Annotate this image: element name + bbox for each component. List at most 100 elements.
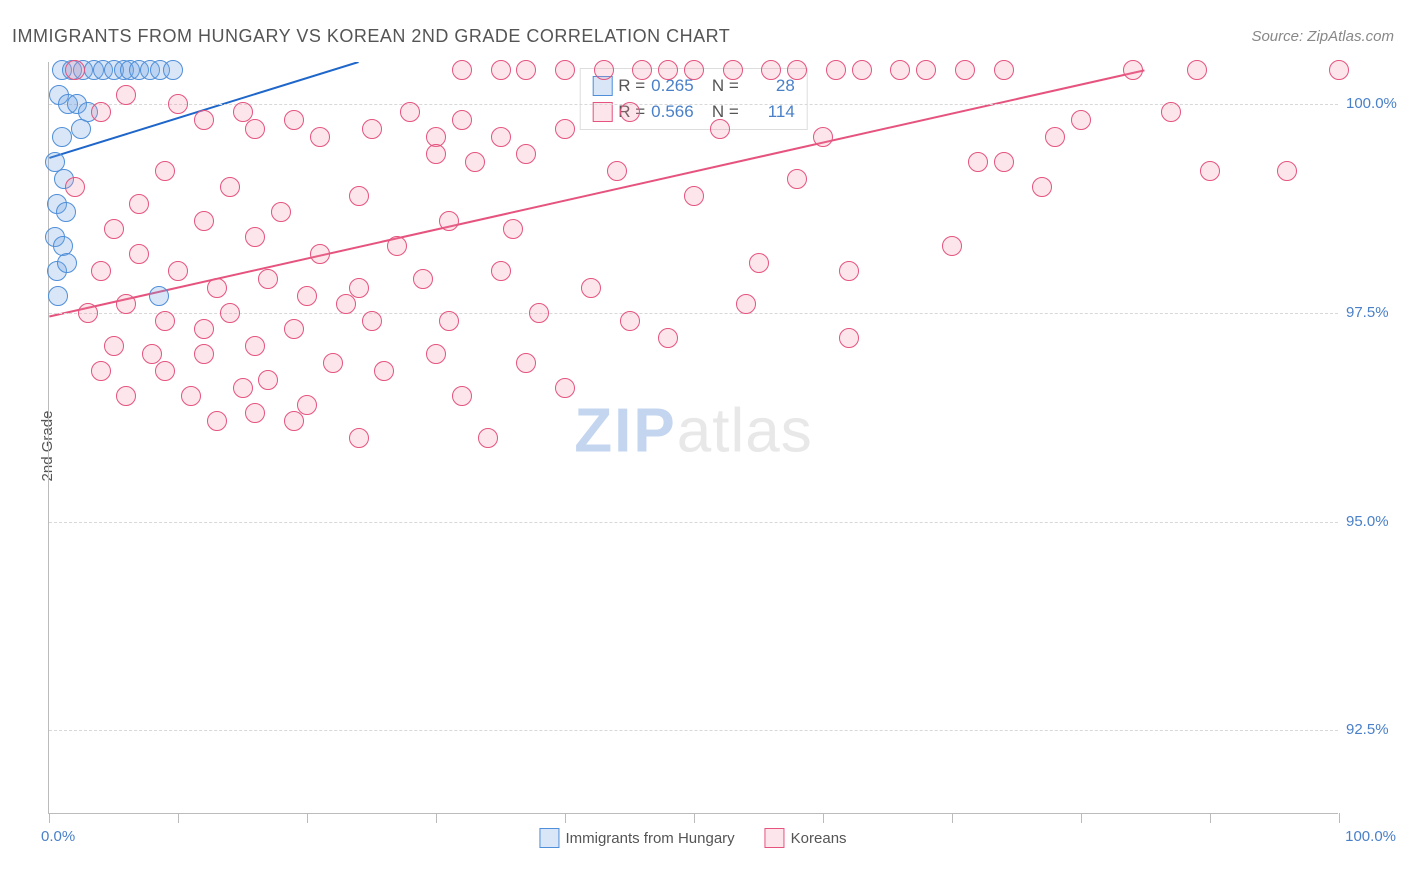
data-point	[149, 286, 169, 306]
data-point	[362, 119, 382, 139]
data-point	[362, 311, 382, 331]
xlim-min-label: 0.0%	[41, 828, 75, 845]
data-point	[413, 269, 433, 289]
data-point	[491, 127, 511, 147]
ytick-label: 92.5%	[1346, 721, 1402, 738]
data-point	[426, 344, 446, 364]
data-point	[349, 186, 369, 206]
xtick	[694, 813, 695, 823]
data-point	[529, 303, 549, 323]
data-point	[48, 286, 68, 306]
data-point	[749, 253, 769, 273]
data-point	[284, 319, 304, 339]
data-point	[710, 119, 730, 139]
data-point	[1187, 60, 1207, 80]
data-point	[297, 395, 317, 415]
data-point	[852, 60, 872, 80]
data-point	[207, 278, 227, 298]
data-point	[168, 261, 188, 281]
data-point	[400, 102, 420, 122]
gridline	[49, 730, 1338, 731]
data-point	[607, 161, 627, 181]
data-point	[1277, 161, 1297, 181]
data-point	[632, 60, 652, 80]
data-point	[258, 370, 278, 390]
data-point	[57, 253, 77, 273]
data-point	[91, 102, 111, 122]
title-bar: IMMIGRANTS FROM HUNGARY VS KOREAN 2ND GR…	[12, 22, 1394, 50]
data-point	[52, 127, 72, 147]
chart-title: IMMIGRANTS FROM HUNGARY VS KOREAN 2ND GR…	[12, 26, 730, 47]
data-point	[658, 60, 678, 80]
data-point	[439, 311, 459, 331]
legend-item-koreans: Koreans	[765, 828, 847, 848]
data-point	[220, 177, 240, 197]
data-point	[104, 336, 124, 356]
data-point	[349, 278, 369, 298]
watermark-atlas: atlas	[677, 396, 813, 465]
data-point	[994, 152, 1014, 172]
legend-item-hungary: Immigrants from Hungary	[539, 828, 734, 848]
legend-label-hungary: Immigrants from Hungary	[565, 830, 734, 847]
data-point	[155, 311, 175, 331]
data-point	[349, 428, 369, 448]
data-point	[684, 60, 704, 80]
data-point	[65, 177, 85, 197]
data-point	[155, 161, 175, 181]
data-point	[245, 119, 265, 139]
data-point	[555, 119, 575, 139]
data-point	[620, 102, 640, 122]
xtick	[307, 813, 308, 823]
data-point	[194, 110, 214, 130]
data-point	[104, 219, 124, 239]
data-point	[594, 60, 614, 80]
series-legend: Immigrants from Hungary Koreans	[539, 828, 846, 848]
data-point	[787, 60, 807, 80]
data-point	[220, 303, 240, 323]
xtick	[1081, 813, 1082, 823]
data-point	[723, 60, 743, 80]
ytick-label: 100.0%	[1346, 95, 1402, 112]
data-point	[465, 152, 485, 172]
data-point	[658, 328, 678, 348]
data-point	[839, 261, 859, 281]
data-point	[516, 60, 536, 80]
data-point	[942, 236, 962, 256]
xtick	[1210, 813, 1211, 823]
swatch-hungary	[539, 828, 559, 848]
watermark-zip: ZIP	[574, 396, 676, 465]
data-point	[1045, 127, 1065, 147]
data-point	[116, 294, 136, 314]
plot-container: ZIPatlas R = 0.265 N = 28 R = 0.566 N = …	[48, 62, 1338, 814]
data-point	[839, 328, 859, 348]
data-point	[194, 344, 214, 364]
data-point	[1071, 110, 1091, 130]
data-point	[491, 60, 511, 80]
data-point	[890, 60, 910, 80]
data-point	[245, 336, 265, 356]
data-point	[71, 119, 91, 139]
data-point	[787, 169, 807, 189]
data-point	[736, 294, 756, 314]
trend-lines	[49, 62, 1338, 813]
xtick	[436, 813, 437, 823]
data-point	[1200, 161, 1220, 181]
gridline	[49, 313, 1338, 314]
data-point	[310, 127, 330, 147]
swatch-koreans	[592, 102, 612, 122]
xtick	[952, 813, 953, 823]
data-point	[916, 60, 936, 80]
xtick	[1339, 813, 1340, 823]
data-point	[503, 219, 523, 239]
data-point	[516, 353, 536, 373]
data-point	[439, 211, 459, 231]
data-point	[452, 110, 472, 130]
data-point	[163, 60, 183, 80]
data-point	[65, 60, 85, 80]
data-point	[245, 227, 265, 247]
data-point	[813, 127, 833, 147]
data-point	[1032, 177, 1052, 197]
data-point	[258, 269, 278, 289]
data-point	[207, 411, 227, 431]
data-point	[826, 60, 846, 80]
